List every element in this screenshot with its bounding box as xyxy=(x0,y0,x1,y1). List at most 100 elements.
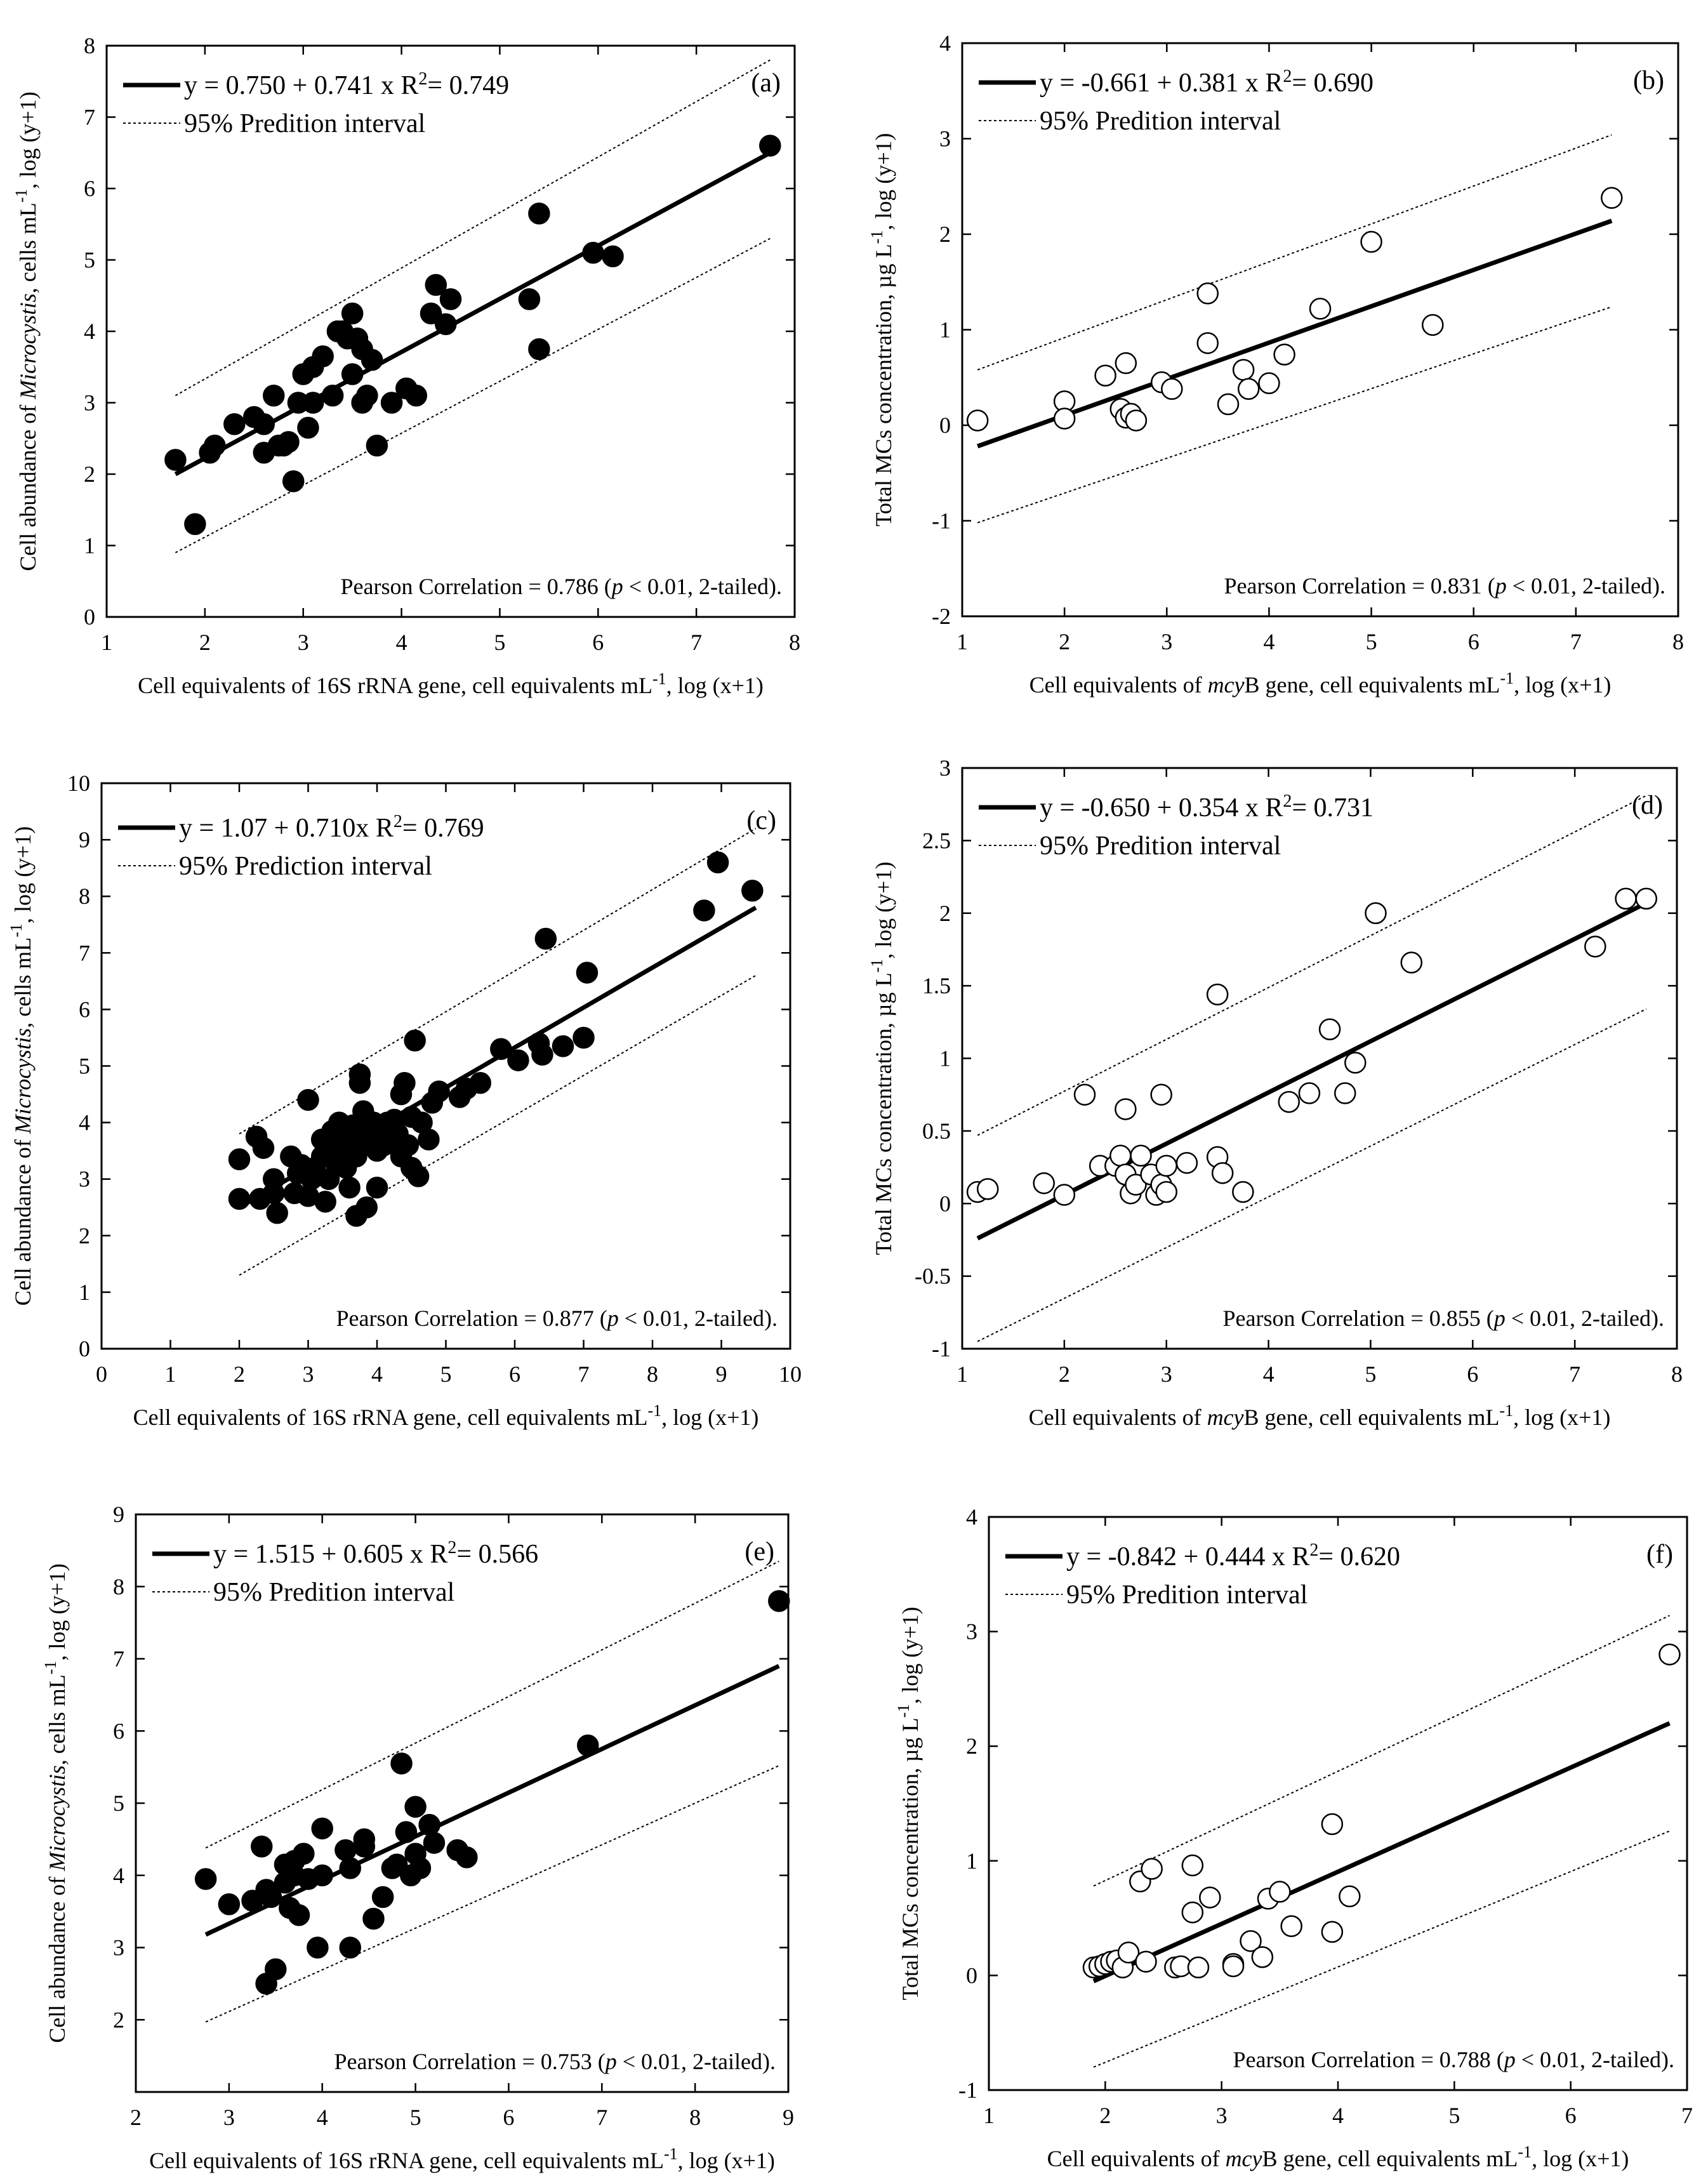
legend-equation: y = 1.515 + 0.605 x R2= 0.566 xyxy=(213,1538,538,1570)
data-point xyxy=(1135,1950,1157,1973)
data-point xyxy=(380,392,403,414)
y-tick-label: 3 xyxy=(79,1167,90,1192)
pi-upper-line xyxy=(977,795,1647,1136)
y-tick-label: 7 xyxy=(113,1646,124,1672)
data-point xyxy=(366,434,388,457)
x-tick-label: 2 xyxy=(1099,2103,1111,2128)
legend-equation: y = -0.650 + 0.354 x R2= 0.731 xyxy=(1040,791,1374,823)
x-axis-label: Cell equivalents of mcyB gene, cell equi… xyxy=(1047,2143,1629,2172)
data-point xyxy=(218,1893,241,1916)
legend-pi-label: 95% Predition interval xyxy=(1040,107,1281,136)
data-point xyxy=(1130,1144,1152,1167)
y-tick-label: 1 xyxy=(966,1848,977,1874)
y-tick-label: 7 xyxy=(79,940,90,965)
data-point xyxy=(1258,372,1280,395)
data-point xyxy=(602,245,624,268)
data-point xyxy=(371,1886,394,1909)
data-point xyxy=(311,1817,333,1840)
y-tick-label: -2 xyxy=(932,604,951,629)
data-point xyxy=(768,1590,790,1612)
data-point xyxy=(390,1752,413,1775)
y-tick-label: 3 xyxy=(939,126,951,152)
panel-label: (b) xyxy=(1633,66,1664,95)
data-point xyxy=(314,1191,336,1213)
legend-equation: y = 1.07 + 0.710x R2= 0.769 xyxy=(179,812,484,844)
y-axis-label: Cell abundance of Microcystis, cells mL-… xyxy=(7,826,36,1306)
data-point xyxy=(1240,1929,1262,1952)
x-tick-label: 4 xyxy=(1332,2103,1344,2128)
y-tick-label: 1 xyxy=(84,533,95,559)
legend-pi-label: 95% Predition interval xyxy=(184,109,425,138)
x-tick-label: 7 xyxy=(578,1361,590,1387)
x-tick-label: 6 xyxy=(509,1361,520,1387)
y-tick-label: 9 xyxy=(113,1502,124,1527)
x-tick-label: 1 xyxy=(983,2103,995,2128)
y-tick-label: 8 xyxy=(84,33,95,58)
data-point xyxy=(288,1904,310,1926)
y-tick-label: 3 xyxy=(84,390,95,416)
data-point xyxy=(263,1168,285,1190)
x-tick-label: 1 xyxy=(165,1361,176,1387)
y-tick-label: 3 xyxy=(113,1935,124,1961)
x-tick-label: 6 xyxy=(1467,1361,1478,1387)
x-tick-label: 5 xyxy=(1448,2103,1460,2128)
data-point xyxy=(425,274,447,296)
x-axis-label: Cell equivalents of 16S rRNA gene, cell … xyxy=(149,2145,775,2174)
panel-label: (d) xyxy=(1632,791,1663,820)
pi-lower-line xyxy=(239,975,757,1276)
panel-label: (a) xyxy=(751,69,781,98)
data-point xyxy=(1321,1813,1344,1836)
pi-upper-line xyxy=(175,59,771,397)
data-point xyxy=(1161,378,1183,400)
x-tick-label: 3 xyxy=(1161,629,1172,654)
data-point xyxy=(1321,1921,1344,1943)
y-tick-label: 4 xyxy=(939,30,951,56)
x-tick-label: 1 xyxy=(957,629,968,654)
x-tick-label: 5 xyxy=(440,1361,452,1387)
y-tick-label: 4 xyxy=(79,1110,90,1135)
panel-label: (f) xyxy=(1646,1540,1673,1569)
y-tick-label: 0.5 xyxy=(922,1118,951,1144)
x-tick-label: 5 xyxy=(1365,1361,1376,1387)
x-tick-label: 4 xyxy=(1263,629,1274,654)
data-point xyxy=(435,313,457,335)
y-tick-label: 7 xyxy=(84,105,95,130)
y-tick-label: 2 xyxy=(113,2007,124,2032)
data-point xyxy=(428,1080,450,1102)
y-tick-label: 6 xyxy=(79,996,90,1022)
x-tick-label: 2 xyxy=(199,630,211,655)
x-tick-label: 7 xyxy=(1681,2103,1693,2128)
pearson-annotation: Pearson Correlation = 0.786 (p < 0.01, 2… xyxy=(341,574,782,599)
data-point xyxy=(297,416,319,439)
data-point xyxy=(1615,887,1637,910)
x-tick-label: 3 xyxy=(1161,1361,1172,1387)
regression-line xyxy=(174,150,771,477)
data-point xyxy=(418,1128,440,1151)
data-point xyxy=(282,470,305,493)
data-point xyxy=(1125,409,1148,432)
chart-panel-e: 2 3 4 5 6 7 8 9 2 3 4 5 6 7 8 9 y = 1.515 + 0.605 x R2= … xyxy=(41,1502,795,2173)
data-point xyxy=(341,302,364,325)
data-point xyxy=(1053,1184,1076,1206)
data-point xyxy=(528,338,550,361)
y-axis-label: Total MCs concentration, µg L-1, log (y+… xyxy=(868,861,897,1255)
y-tick-label: 5 xyxy=(113,1790,124,1816)
data-point xyxy=(741,880,764,902)
data-point xyxy=(531,1043,553,1066)
data-point xyxy=(1635,887,1657,910)
regression-line xyxy=(204,1664,780,1937)
data-point xyxy=(407,1165,430,1188)
data-point xyxy=(1658,1643,1681,1665)
x-tick-label: 7 xyxy=(691,630,702,655)
data-point xyxy=(1273,343,1295,366)
x-tick-label: 4 xyxy=(317,2105,328,2130)
data-point xyxy=(409,1857,432,1879)
pi-lower-line xyxy=(977,1008,1647,1342)
data-point xyxy=(423,1832,446,1854)
data-point xyxy=(339,1936,362,1959)
pi-upper-line xyxy=(977,134,1612,371)
pi-lower-line xyxy=(1093,1830,1670,2068)
y-tick-label: -1 xyxy=(932,508,951,534)
data-point xyxy=(1237,378,1260,400)
